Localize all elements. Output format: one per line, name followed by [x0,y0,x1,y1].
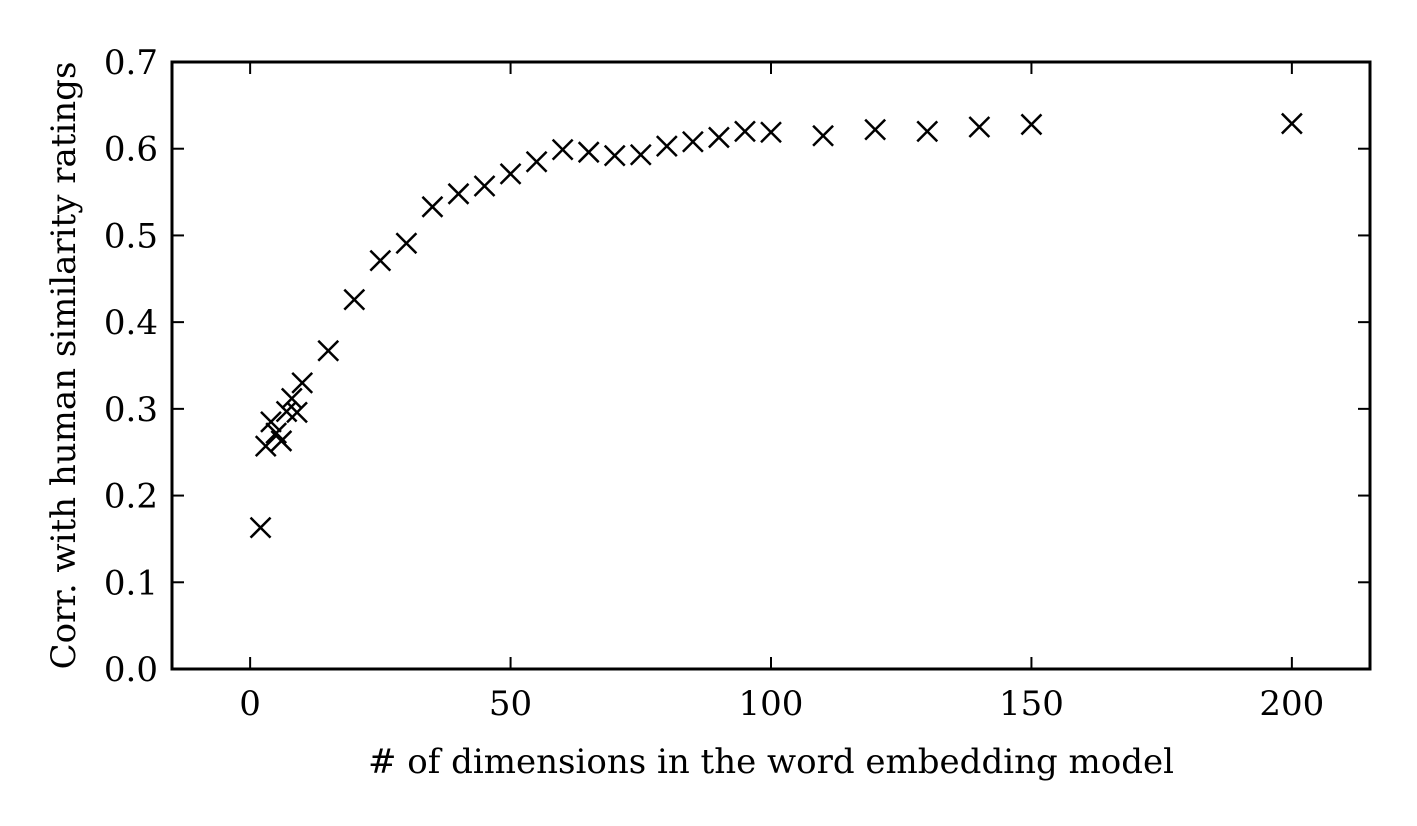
data-point [1280,112,1303,135]
data-point [369,249,392,272]
data-point [629,143,652,166]
data-point [734,120,756,143]
data-point [270,430,293,452]
data-points [249,112,1303,539]
data-point [286,401,308,424]
data-point [395,232,418,255]
tick-labels: 0 50 100 150 200 0.0 0.1 0.2 0.3 0.4 0.5 0.6 0.7 [104,43,1324,724]
data-point [708,126,730,149]
y-axis-label: Corr. with human similarity ratings [44,62,84,670]
data-point [916,120,939,143]
data-point [499,162,522,185]
data-point [317,339,340,362]
data-point [343,288,366,311]
y-tick-label: 0.4 [104,303,158,343]
data-point [577,141,600,164]
data-point [812,124,834,147]
y-tick-label: 0.3 [104,390,158,430]
data-point [864,118,887,141]
y-tick-label: 0.5 [104,216,158,256]
plot-frame [170,60,1372,671]
y-tick-label: 0.7 [104,43,158,83]
data-point [473,175,496,197]
data-point [1020,113,1043,136]
data-point [655,135,678,157]
x-tick-label: 150 [999,684,1064,724]
data-point [603,144,626,167]
x-tick-label: 100 [739,684,804,724]
data-point [254,435,277,458]
data-point [681,130,704,153]
x-axis-label: # of dimensions in the word embedding mo… [368,742,1174,782]
data-point [760,121,782,144]
data-point [280,387,303,410]
data-point [260,410,282,433]
x-tick-label: 0 [239,684,261,724]
x-tick-label: 200 [1259,684,1324,724]
data-point [275,400,298,423]
data-point [291,371,314,394]
data-point [551,138,574,161]
y-tick-label: 0.2 [104,477,158,517]
data-point [249,516,272,539]
y-tick-label: 0.6 [104,130,158,170]
data-point [525,150,548,173]
y-tick-label: 0.1 [104,563,158,603]
data-point [968,116,991,138]
data-point [421,195,444,218]
data-point [447,182,470,205]
y-tick-label: 0.0 [104,650,158,690]
x-tick-label: 50 [489,684,532,724]
